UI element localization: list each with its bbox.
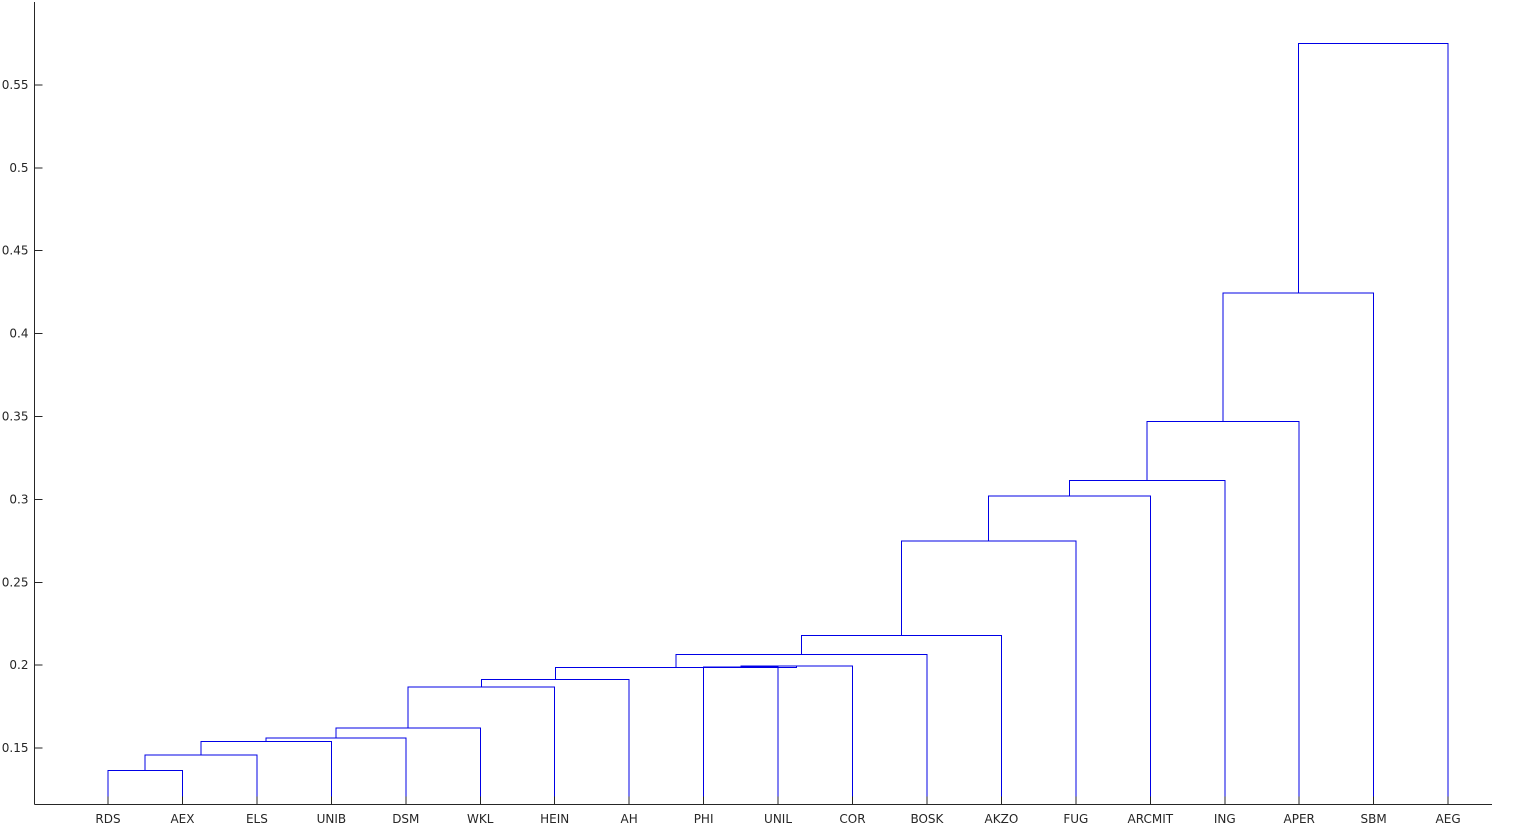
x-tick-label-fug: FUG [1063, 812, 1088, 824]
x-tick-label-ing: ING [1214, 812, 1236, 824]
dendrogram-link-15 [1068, 479, 1226, 805]
y-tick-label: 0.35 [2, 410, 29, 424]
y-tick-label: 0.55 [2, 78, 29, 92]
dendrogram-link-4 [265, 737, 407, 805]
x-tick-label-hein: HEIN [540, 812, 569, 824]
x-tick-label-bosk: BOSK [910, 812, 944, 824]
x-tick-label-dsm: DSM [392, 812, 419, 824]
x-tick-label-ah: AH [621, 812, 638, 824]
y-tick-label: 0.15 [2, 741, 29, 755]
dendrogram-link-7 [480, 678, 630, 805]
x-tick-label-unib: UNIB [317, 812, 347, 824]
dendrogram-link-6 [407, 686, 556, 805]
dendrogram-link-5 [335, 727, 481, 805]
dendrogram-link-12 [800, 634, 1002, 805]
dendrogram-link-10 [554, 666, 798, 680]
x-tick-label-els: ELS [246, 812, 268, 824]
x-tick-label-sbm: SBM [1361, 812, 1387, 824]
dendrogram-link-2 [144, 754, 258, 805]
x-ticks: RDS AEX ELS UNIB DSM WKL HEIN AH PHI UNIL COR BOSK A… [95, 796, 1461, 824]
dendrogram-link-18 [1297, 42, 1449, 805]
y-ticks: 0.15 0.2 0.25 0.3 0.35 0.4 0.45 0.5 0.55 [2, 78, 43, 755]
x-tick-label-aex: AEX [170, 812, 194, 824]
x-tick-label-aper: APER [1284, 812, 1315, 824]
x-tick-label-arcmit: ARCMIT [1128, 812, 1174, 824]
y-tick-label: 0.4 [9, 327, 28, 341]
y-tick-label: 0.5 [9, 161, 28, 175]
dendrogram-link-11 [675, 653, 928, 805]
dendrogram-link-17 [1222, 292, 1375, 805]
axes [34, 2, 1492, 805]
x-tick-label-aeg: AEG [1436, 812, 1461, 824]
dendrogram-links [107, 42, 1449, 805]
y-tick-label: 0.3 [9, 492, 28, 506]
x-tick-label-cor: COR [839, 812, 865, 824]
y-tick-label: 0.25 [2, 575, 29, 589]
dendrogram-link-14 [988, 495, 1151, 805]
x-tick-label-rds: RDS [95, 812, 120, 824]
y-tick-label: 0.45 [2, 244, 29, 258]
x-tick-label-unil: UNIL [764, 812, 792, 824]
x-tick-label-akzo: AKZO [985, 812, 1019, 824]
dendrogram-link-16 [1146, 420, 1300, 805]
dendrogram-link-1 [107, 770, 183, 805]
dendrogram-link-3 [200, 740, 332, 805]
dendrogram-link-13 [900, 540, 1077, 805]
x-tick-label-wkl: WKL [467, 812, 494, 824]
dendrogram-link-9 [740, 665, 853, 805]
y-tick-label: 0.2 [9, 658, 28, 672]
x-tick-label-phi: PHI [694, 812, 714, 824]
dendrogram-link-8 [703, 666, 779, 805]
